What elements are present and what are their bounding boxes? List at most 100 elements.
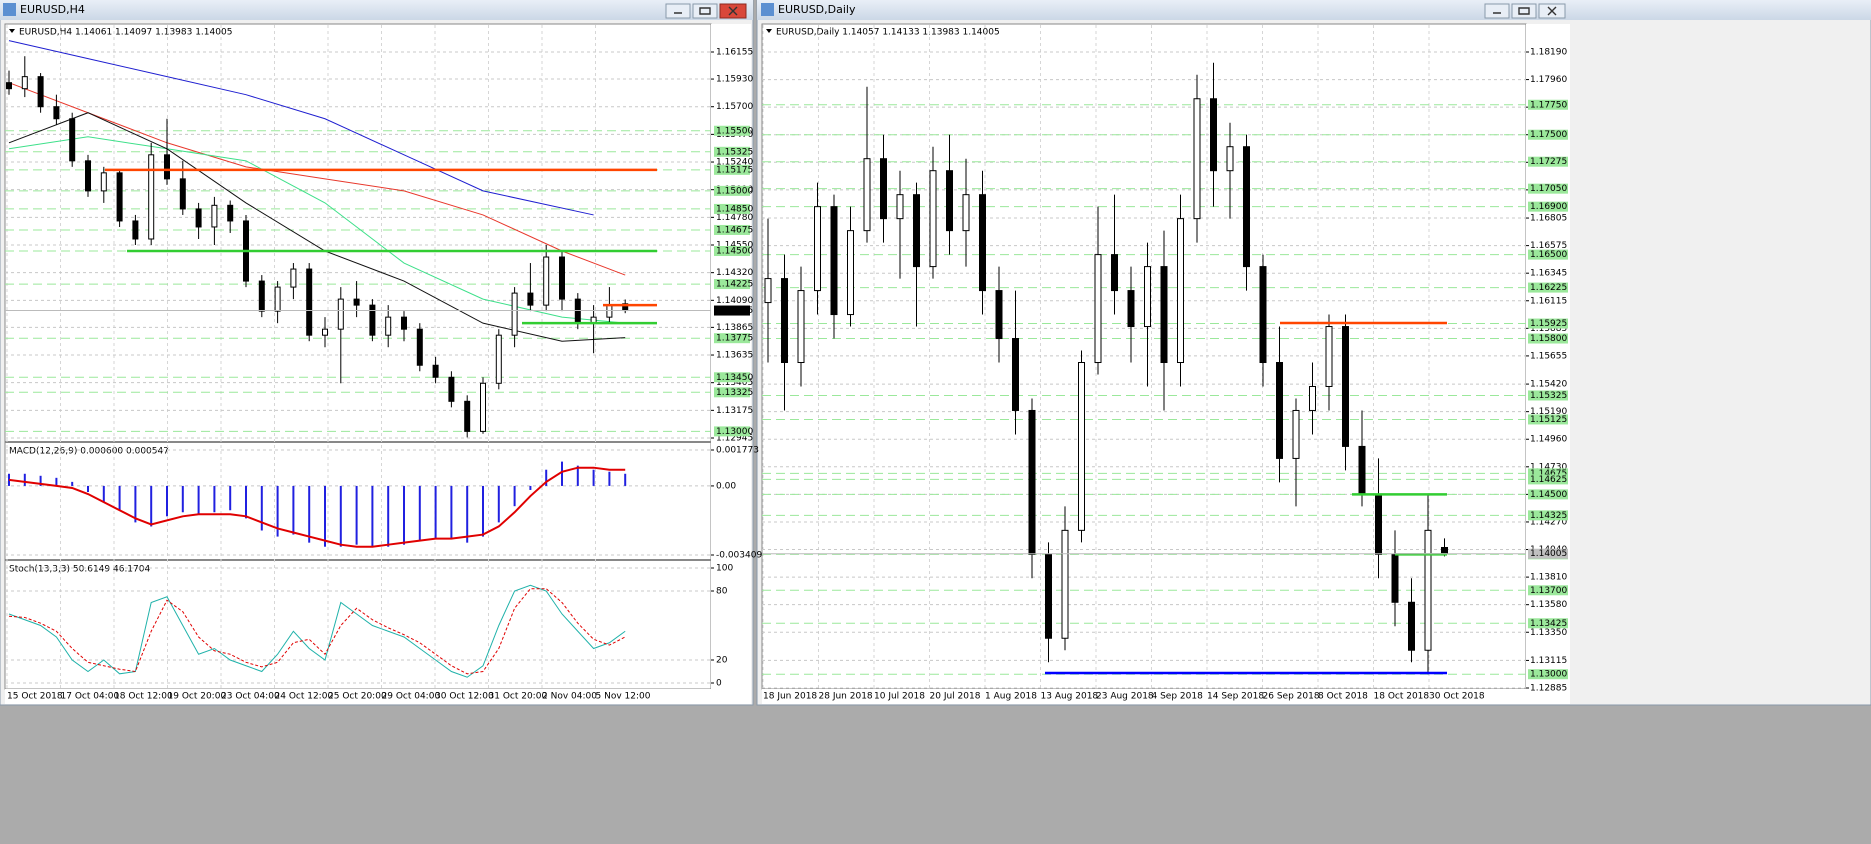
level-box bbox=[1528, 489, 1568, 500]
y-tick-label: 1.14270 bbox=[1530, 517, 1567, 527]
candle-body bbox=[1226, 146, 1234, 172]
level-box bbox=[714, 372, 750, 383]
candle-body bbox=[896, 194, 904, 220]
y-tick-label: 1.16575 bbox=[1530, 241, 1567, 251]
separator bbox=[5, 441, 711, 443]
candle-body bbox=[1193, 98, 1201, 220]
candle-body bbox=[1144, 266, 1151, 328]
level-box bbox=[1528, 183, 1568, 194]
y-tick-label: 1.15655 bbox=[1530, 351, 1567, 361]
x-tick-label: 25 Oct 20:00 bbox=[328, 692, 387, 702]
level-label: 1.13450 bbox=[716, 373, 753, 383]
candle-body bbox=[1012, 338, 1019, 411]
level-label: 1.17750 bbox=[1530, 100, 1567, 110]
y-tick-label: 100 bbox=[716, 564, 733, 574]
y-tick-label: 0.001773 bbox=[716, 446, 759, 456]
y-tick-label: 1.16115 bbox=[1530, 296, 1567, 306]
x-tick-label: 10 Jul 2018 bbox=[874, 692, 925, 702]
candle-body bbox=[559, 256, 565, 300]
level-box bbox=[1528, 474, 1568, 485]
level-label: 1.14675 bbox=[716, 225, 753, 235]
candle-body bbox=[1061, 529, 1069, 639]
x-tick-label: 19 Oct 20:00 bbox=[168, 692, 227, 702]
level-box bbox=[1528, 318, 1568, 329]
candle-body bbox=[1292, 409, 1300, 459]
level-box bbox=[714, 224, 750, 235]
level-label: 1.13700 bbox=[1530, 586, 1567, 596]
x-tick-label: 5 Nov 12:00 bbox=[596, 692, 651, 702]
candle-body bbox=[85, 160, 91, 192]
x-tick-label: 23 Oct 04:00 bbox=[221, 692, 280, 702]
candle-body bbox=[830, 206, 838, 316]
candle-body bbox=[6, 82, 12, 90]
candle-body bbox=[1160, 266, 1168, 364]
stoch-main bbox=[8, 584, 626, 678]
dropdown-icon[interactable] bbox=[9, 29, 15, 33]
candle-body bbox=[1408, 601, 1415, 651]
candle-body bbox=[979, 194, 986, 292]
candle-body bbox=[781, 278, 788, 364]
right-title-bar bbox=[757, 0, 1871, 20]
maximize-button[interactable] bbox=[1511, 3, 1537, 19]
level-box bbox=[714, 185, 750, 196]
minimize-button[interactable] bbox=[1484, 3, 1510, 19]
y-tick-label: 1.15240 bbox=[716, 158, 753, 168]
left-title-bar bbox=[0, 0, 753, 20]
x-tick-label: 18 Oct 2018 bbox=[1374, 692, 1430, 702]
candle-body bbox=[164, 154, 170, 180]
level-label: 1.16500 bbox=[1530, 250, 1567, 260]
level-label: 1.15325 bbox=[716, 147, 753, 157]
x-tick-label: 8 Oct 2018 bbox=[1318, 692, 1368, 702]
y-tick-label: 1.12885 bbox=[1530, 684, 1567, 694]
x-tick-label: 28 Jun 2018 bbox=[819, 692, 873, 702]
dropdown-icon[interactable] bbox=[766, 29, 772, 33]
level-label: 1.16900 bbox=[1530, 202, 1567, 212]
level-box bbox=[714, 164, 750, 175]
level-label: 1.14325 bbox=[1530, 511, 1567, 521]
candle-body bbox=[527, 292, 534, 306]
candle-body bbox=[369, 304, 376, 336]
y-tick-label: 1.12945 bbox=[716, 434, 753, 444]
candle-body bbox=[1078, 362, 1085, 531]
minimize-button[interactable] bbox=[665, 3, 691, 19]
level-label: 1.14625 bbox=[1530, 475, 1567, 485]
left-window-buttons[interactable] bbox=[665, 3, 747, 19]
last-price-box bbox=[714, 305, 750, 316]
moving-average bbox=[8, 82, 626, 276]
candle-body bbox=[606, 304, 613, 318]
y-tick-label: 1.13635 bbox=[716, 351, 753, 361]
y-tick-label: 1.15190 bbox=[1530, 407, 1567, 417]
candle-body bbox=[574, 298, 581, 324]
candle-body bbox=[306, 268, 313, 336]
y-tick-label: 0 bbox=[716, 679, 722, 689]
x-tick-label: 31 Oct 20:00 bbox=[489, 692, 548, 702]
maximize-button[interactable] bbox=[692, 3, 718, 19]
y-tick-label: 1.18190 bbox=[1530, 48, 1567, 58]
level-box bbox=[1528, 390, 1568, 401]
y-tick-label: 1.15420 bbox=[1530, 380, 1567, 390]
candle-body bbox=[1375, 493, 1382, 555]
candle-body bbox=[322, 328, 328, 336]
y-tick-label: 1.13115 bbox=[1530, 656, 1567, 666]
level-label: 1.15325 bbox=[1530, 391, 1567, 401]
level-box bbox=[714, 426, 750, 437]
level-label: 1.17275 bbox=[1530, 157, 1567, 167]
x-tick-label: 2 Nov 04:00 bbox=[542, 692, 597, 702]
level-label: 1.15800 bbox=[1530, 334, 1567, 344]
y-tick-label: 1.14960 bbox=[1530, 435, 1567, 445]
right-time-axis bbox=[762, 689, 1570, 704]
right-window-buttons[interactable] bbox=[1484, 3, 1566, 19]
left-time-axis bbox=[5, 689, 751, 704]
candle-body bbox=[148, 154, 155, 240]
level-box bbox=[714, 246, 750, 257]
candle-body bbox=[116, 172, 123, 222]
macd-signal bbox=[8, 466, 626, 548]
candle-body bbox=[385, 316, 392, 336]
candle-body bbox=[1210, 98, 1217, 172]
y-tick-label: 1.14780 bbox=[716, 213, 753, 223]
candle-body bbox=[929, 170, 937, 268]
candle-body bbox=[1045, 553, 1052, 639]
x-tick-label: 18 Oct 12:00 bbox=[114, 692, 173, 702]
